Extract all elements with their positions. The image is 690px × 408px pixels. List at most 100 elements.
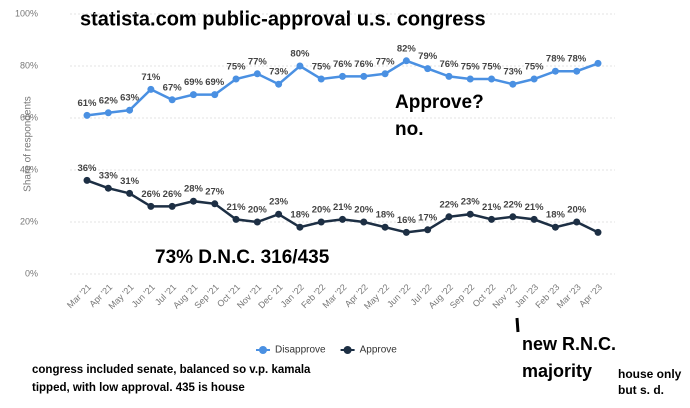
legend-label: Disapprove — [275, 345, 326, 356]
y-tick-label: 100% — [15, 8, 38, 18]
data-point — [488, 215, 496, 223]
data-point — [339, 215, 346, 223]
data-point — [275, 80, 283, 88]
data-point — [594, 228, 602, 236]
data-point — [424, 65, 432, 73]
data-label: 31% — [120, 176, 140, 187]
data-label: 36% — [77, 163, 97, 174]
data-point — [551, 67, 559, 75]
data-point — [83, 111, 91, 119]
data-point — [317, 75, 325, 83]
legend-swatch — [343, 346, 352, 354]
data-point — [509, 80, 517, 88]
y-tick-label: 20% — [20, 216, 38, 226]
data-point — [232, 75, 240, 83]
y-tick-label: 60% — [20, 112, 38, 122]
data-point — [402, 228, 410, 236]
data-label: 27% — [205, 186, 225, 197]
data-point — [466, 210, 474, 218]
data-label: 62% — [99, 95, 119, 106]
y-tick-label: 0% — [25, 268, 38, 278]
data-point — [275, 210, 283, 218]
data-point — [445, 213, 453, 221]
data-point — [509, 213, 517, 221]
data-point — [232, 215, 240, 223]
data-label: 17% — [418, 212, 438, 223]
data-label: 22% — [439, 199, 459, 210]
data-point — [147, 202, 155, 210]
y-tick-label: 80% — [20, 60, 38, 70]
y-tick-label: 40% — [20, 164, 38, 174]
data-label: 18% — [546, 210, 566, 221]
data-label: 77% — [248, 56, 268, 67]
data-label: 79% — [418, 51, 438, 62]
data-label: 76% — [354, 59, 374, 70]
data-label: 76% — [333, 59, 353, 70]
annotation: majority — [522, 361, 592, 381]
annotation: Approve? — [395, 92, 484, 113]
data-point — [296, 223, 304, 231]
data-point — [253, 70, 261, 78]
annotation: house only — [618, 367, 682, 381]
data-label: 21% — [333, 202, 353, 213]
data-point — [530, 75, 538, 83]
data-label: 20% — [248, 205, 268, 216]
data-label: 63% — [120, 93, 140, 104]
annotation: no. — [395, 119, 424, 140]
data-label: 18% — [290, 210, 310, 221]
annotation: tipped, with low approval. 435 is house — [32, 382, 245, 394]
data-point — [466, 75, 474, 83]
data-point — [488, 75, 496, 83]
data-point — [126, 106, 134, 114]
data-point — [253, 218, 261, 226]
data-label: 20% — [567, 205, 587, 216]
data-label: 73% — [269, 67, 289, 78]
data-label: 21% — [227, 202, 247, 213]
data-label: 75% — [525, 62, 545, 73]
data-point — [211, 200, 219, 208]
data-label: 71% — [141, 72, 161, 83]
data-point — [104, 184, 112, 192]
data-label: 75% — [482, 62, 502, 73]
data-point — [83, 176, 91, 184]
data-point — [360, 218, 368, 226]
data-label: 69% — [184, 77, 204, 88]
data-label: 20% — [354, 205, 374, 216]
data-label: 73% — [503, 67, 523, 78]
data-point — [104, 109, 112, 117]
data-point — [168, 96, 176, 104]
data-label: 78% — [546, 54, 566, 65]
annotation: 73% D.N.C. 316/435 — [155, 247, 330, 268]
legend-swatch — [259, 346, 267, 354]
data-label: 18% — [376, 210, 396, 221]
data-point — [189, 197, 197, 205]
data-label: 26% — [163, 189, 183, 200]
data-point — [402, 57, 410, 65]
data-point — [360, 72, 368, 80]
data-point — [168, 202, 176, 210]
annotation: but s. d. — [618, 383, 664, 397]
data-label: 61% — [77, 98, 97, 109]
data-point — [339, 72, 346, 80]
data-point — [381, 223, 389, 231]
data-label: 23% — [269, 197, 289, 208]
annotation: new R.N.C. — [522, 334, 616, 354]
marker-stroke — [515, 317, 520, 333]
data-label: 33% — [99, 171, 119, 182]
data-point — [573, 218, 581, 226]
data-label: 21% — [525, 202, 545, 213]
data-label: 69% — [205, 77, 225, 88]
data-point — [296, 62, 304, 70]
data-label: 80% — [290, 49, 310, 60]
data-point — [147, 85, 155, 93]
data-label: 76% — [439, 59, 459, 70]
data-label: 77% — [376, 56, 396, 67]
chart-title: statista.com public-approval u.s. congre… — [80, 8, 486, 30]
data-point — [211, 91, 219, 99]
data-point — [189, 91, 197, 99]
data-label: 28% — [184, 184, 204, 195]
data-label: 26% — [141, 189, 161, 200]
data-label: 75% — [312, 62, 332, 73]
data-label: 75% — [227, 62, 247, 73]
